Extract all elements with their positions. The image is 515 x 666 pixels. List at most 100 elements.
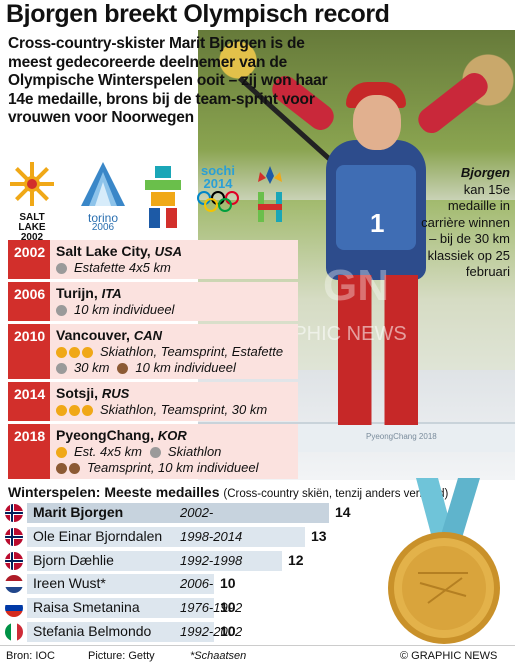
- medal-count: 10: [220, 575, 236, 592]
- medal-bar: [27, 598, 214, 619]
- torino-crystal-icon: [81, 162, 125, 206]
- medals-heading-title: Winterspelen: Meeste medailles: [8, 484, 220, 500]
- snowflake-icon: [10, 162, 54, 206]
- nor-flag-icon: [5, 527, 23, 546]
- athlete-name: Raisa Smetanina: [33, 599, 140, 616]
- games-event: Teamsprint, 10 km individueel: [87, 460, 259, 475]
- games-info: Turijn, ITA 10 km individueel: [50, 282, 298, 321]
- medal-dots: [56, 404, 95, 416]
- games-row-2014: 2014 Sotsji, RUS Skiathlon, Teamsprint, 30…: [8, 382, 298, 421]
- games-row-2002: 2002 Salt Lake City, USA Estafette 4x5 km: [8, 240, 298, 279]
- athlete-name: Stefania Belmondo: [33, 622, 152, 639]
- medal-bar: [27, 550, 282, 571]
- gold-medal-icon: [82, 404, 93, 416]
- medal-dots: [56, 462, 82, 474]
- logo-pyeongchang: [250, 164, 290, 233]
- games-year: 2006: [8, 282, 50, 321]
- medal-count: 10: [220, 599, 236, 616]
- games-event: 30 km: [74, 360, 110, 375]
- medal-bar: [27, 526, 305, 547]
- medal-row: Raisa Smetanina 1976-1992 10: [5, 598, 365, 619]
- athlete-years: 1992-1998: [180, 552, 243, 568]
- intro-text: Cross-country-skister Marit Bjorgen is d…: [8, 35, 328, 126]
- athlete-years: 1992-2002: [180, 623, 243, 639]
- medals-heading: Winterspelen: Meeste medailles (Cross-co…: [8, 484, 513, 500]
- games-city-line: Sotsji, RUS: [56, 385, 293, 402]
- medal-dots: [56, 346, 95, 358]
- medal-dots: [56, 304, 69, 316]
- games-city-line: Salt Lake City, USA: [56, 243, 293, 260]
- medal-row: Marit Bjorgen 2002- 14: [5, 503, 365, 523]
- logo-salt-lake: SALT LAKE 2002: [6, 160, 58, 243]
- medal-count: 14: [335, 504, 351, 520]
- footer-source: Bron: IOC: [6, 650, 55, 662]
- games-event-line: Teamsprint, 10 km individueel: [56, 460, 293, 476]
- games-event-line: 10 km individueel: [56, 302, 293, 318]
- games-event: Skiathlon, Teamsprint, Estafette: [100, 344, 284, 359]
- athlete-photo: PyeongChang 2018 1 GRAPHIC NEWS GN: [198, 30, 515, 480]
- games-info: Salt Lake City, USA Estafette 4x5 km: [50, 240, 298, 279]
- games-event: 10 km individueel: [74, 302, 175, 317]
- games-country: RUS: [101, 386, 130, 401]
- games-event-line: Estafette 4x5 km: [56, 260, 293, 276]
- logo-salt-lake-year: 2002: [20, 232, 44, 243]
- games-country: KOR: [157, 428, 187, 443]
- gold-medal-icon: [69, 346, 80, 358]
- medals-table: Marit Bjorgen 2002- 14 Ole Einar Bjorndalen…: [5, 503, 365, 646]
- games-row-2018: 2018 PyeongChang, KOR Est. 4x5 km Skiathlon…: [8, 424, 298, 479]
- medal-row: Stefania Belmondo 1992-2002 10: [5, 621, 365, 642]
- gold-medal-icon: [56, 404, 67, 416]
- gold-medal-icon: [388, 478, 500, 644]
- games-info: Vancouver, CAN Skiathlon, Teamsprint, Est…: [50, 324, 298, 379]
- athlete-years: 1976-1992: [180, 600, 243, 616]
- athlete-years: 2006-: [180, 576, 214, 592]
- games-city: Sotsji,: [56, 385, 99, 401]
- logo-sochi-year: 2014: [203, 176, 233, 191]
- gold-medal-icon: [69, 404, 80, 416]
- bronze-medal-icon: [56, 462, 67, 474]
- bronze-medal-icon: [117, 362, 129, 374]
- logo-sochi: sochi 2014: [190, 164, 246, 223]
- inukshuk-icon: [145, 166, 181, 228]
- page-title: Bjorgen breekt Olympisch record: [6, 0, 390, 28]
- medal-dots: [56, 362, 69, 374]
- medal-dots: [149, 446, 163, 458]
- medal-bar: [27, 574, 214, 595]
- silver-medal-icon: [56, 362, 67, 374]
- pyeongchang-emblem-icon: [258, 166, 282, 222]
- medal-bar: [27, 621, 214, 642]
- games-city-line: Turijn, ITA: [56, 285, 293, 302]
- gold-medal-image: [358, 478, 515, 648]
- medal-row: Ole Einar Bjorndalen 1998-2014 13: [5, 526, 365, 547]
- athlete-years: 1998-2014: [180, 528, 243, 544]
- games-event: Est. 4x5 km: [74, 444, 142, 459]
- medal-bar: [27, 503, 329, 523]
- silver-medal-icon: [56, 304, 67, 316]
- ned-flag-icon: [5, 575, 23, 594]
- bib-number: 1: [370, 208, 385, 238]
- medal-count: 13: [311, 527, 327, 544]
- gold-medal-icon: [82, 346, 93, 358]
- ita-flag-icon: [5, 622, 23, 641]
- games-country: USA: [154, 244, 183, 259]
- athlete-head: [353, 95, 401, 150]
- logo-torino-label: torino: [87, 211, 119, 225]
- caption-name: Bjorgen: [460, 165, 510, 180]
- athlete-name: Ole Einar Bjorndalen: [33, 527, 163, 544]
- medal-dots: [56, 446, 69, 458]
- silver-medal-icon: [56, 262, 67, 274]
- logo-vancouver: [138, 164, 188, 235]
- games-country: ITA: [101, 286, 122, 301]
- games-event-line: Skiathlon, Teamsprint, Estafette: [56, 344, 293, 360]
- medals-heading-note: (Cross-country skiën, tenzij anders verm…: [223, 488, 449, 500]
- footer: Bron: IOC Picture: Getty *Schaatsen © GR…: [0, 645, 515, 666]
- games-year: 2002: [8, 240, 50, 279]
- logo-torino-year: 2006: [91, 222, 115, 233]
- games-event-line: Skiathlon, Teamsprint, 30 km: [56, 402, 293, 418]
- games-city: PyeongChang,: [56, 427, 155, 443]
- logo-salt-lake-label: SALT LAKE: [18, 212, 46, 233]
- games-event-line: 30 km 10 km individueel: [56, 360, 293, 376]
- nor-flag-icon: [5, 504, 23, 522]
- olympic-logos: SALT LAKE 2002 torino 2006 sochi 2014: [6, 160, 296, 243]
- medal-dots: [56, 262, 69, 274]
